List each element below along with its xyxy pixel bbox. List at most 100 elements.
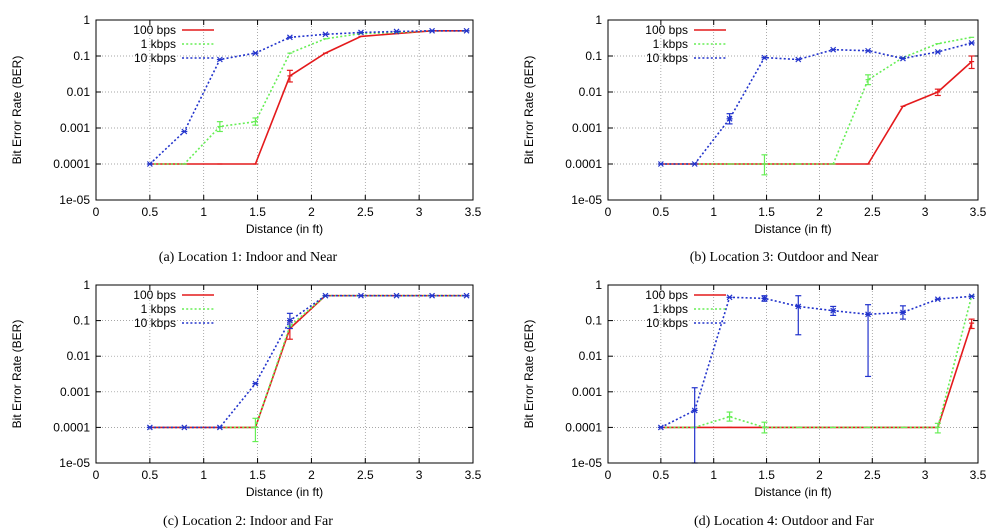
legend-label: 1 kbps: [653, 37, 688, 51]
data-point: [322, 292, 329, 299]
x-tick-label: 0: [605, 205, 612, 219]
y-tick-label: 0.1: [73, 314, 90, 328]
x-tick-label: 3: [922, 205, 929, 219]
x-axis-label: Distance (in ft): [754, 485, 831, 499]
x-tick-label: 2.5: [357, 205, 374, 219]
legend-label: 1 kbps: [141, 37, 176, 51]
x-tick-label: 1.5: [758, 205, 775, 219]
data-point: [830, 46, 837, 53]
error-bar: [691, 387, 698, 464]
x-tick-label: 3.5: [970, 468, 987, 482]
error-bar: [216, 121, 223, 133]
x-tick-label: 0.5: [142, 205, 159, 219]
data-point: [252, 380, 259, 387]
legend-label: 100 bps: [133, 23, 176, 37]
plot-frame: [95, 19, 474, 201]
x-tick-label: 3.5: [970, 205, 987, 219]
y-tick-label: 0.0001: [565, 157, 602, 171]
data-point: [934, 48, 941, 55]
data-point: [429, 292, 436, 299]
y-tick-label: 0.001: [60, 121, 90, 135]
x-axis-label: Distance (in ft): [246, 222, 323, 236]
legend-label: 100 bps: [645, 288, 688, 302]
error-bar: [934, 422, 941, 434]
data-point: [393, 292, 400, 299]
y-tick-label: 0.01: [67, 349, 91, 363]
x-tick-label: 2: [816, 205, 823, 219]
series-line-10-kbps: [149, 29, 467, 165]
y-tick-label: 0.001: [60, 385, 90, 399]
panel-caption: (c) Location 2: Indoor and Far: [163, 514, 333, 529]
x-tick-label: 0.5: [653, 468, 670, 482]
x-tick-label: 3: [416, 205, 423, 219]
x-tick-label: 1: [200, 468, 207, 482]
y-tick-label: 1e-05: [571, 456, 602, 470]
x-tick-label: 2: [816, 468, 823, 482]
plot-frame: [607, 19, 979, 201]
chart-panel-4: 0 0.5 1 1.5 2 2.5 3 3.5 1e-05 0.0001 0.001 0.01 0.1 1…: [522, 278, 987, 529]
data-point: [463, 27, 470, 34]
error-bar: [726, 113, 733, 125]
x-tick-label: 0.5: [142, 468, 159, 482]
data-point: [761, 54, 768, 61]
error-bar: [899, 305, 906, 320]
x-axis-label: Distance (in ft): [754, 222, 831, 236]
y-tick-label: 0.0001: [53, 420, 90, 434]
data-point: [968, 293, 975, 300]
legend-label: 1 kbps: [653, 302, 688, 316]
error-bar: [795, 295, 802, 336]
y-axis-label: Bit Error Rate (BER): [10, 320, 24, 429]
data-point: [657, 161, 664, 167]
chart-panel-1: 0 0.5 1 1.5 2 2.5 3 3.5 1e-05 0.0001 0.001 0.01 0.1 1…: [10, 13, 482, 265]
legend-label: 10 kbps: [646, 316, 688, 330]
y-tick-label: 0.0001: [53, 157, 90, 171]
series-line-100-bps: [660, 61, 973, 165]
legend-label: 10 kbps: [134, 51, 176, 65]
data-point: [968, 40, 975, 46]
legend-label: 1 kbps: [141, 302, 176, 316]
plot-frame: [95, 284, 474, 464]
x-tick-label: 1.5: [249, 205, 266, 219]
error-bar: [726, 411, 733, 422]
x-tick-label: 3: [416, 468, 423, 482]
data-point: [393, 28, 400, 35]
x-tick-label: 1: [200, 205, 207, 219]
y-tick-label: 1e-05: [571, 193, 602, 207]
y-tick-label: 1: [83, 278, 90, 292]
error-bar: [968, 318, 975, 330]
y-axis-label: Bit Error Rate (BER): [522, 320, 536, 429]
x-tick-label: 2.5: [864, 468, 881, 482]
x-axis-label: Distance (in ft): [246, 485, 323, 499]
y-axis-label: Bit Error Rate (BER): [522, 56, 536, 165]
error-bar: [865, 304, 872, 378]
x-tick-label: 2.5: [864, 205, 881, 219]
x-tick-label: 3: [922, 468, 929, 482]
x-tick-label: 2: [308, 205, 315, 219]
series-line-100-bps: [660, 322, 973, 429]
data-point: [357, 29, 364, 36]
series-line-10-kbps: [660, 42, 972, 165]
x-tick-label: 0.5: [653, 205, 670, 219]
y-tick-label: 1: [595, 278, 602, 292]
series-line-1-kbps: [660, 36, 972, 165]
error-bar: [286, 312, 293, 330]
data-point: [181, 128, 188, 135]
y-axis-label: Bit Error Rate (BER): [10, 56, 24, 165]
panel-caption: (d) Location 4: Outdoor and Far: [694, 514, 874, 529]
x-tick-label: 2: [308, 468, 315, 482]
data-point: [429, 27, 436, 34]
x-tick-label: 1.5: [758, 468, 775, 482]
legend-label: 10 kbps: [134, 316, 176, 330]
error-bar: [968, 55, 975, 70]
data-point: [216, 424, 223, 431]
error-bar: [934, 88, 941, 97]
x-tick-label: 1: [710, 468, 717, 482]
data-point: [181, 424, 188, 431]
legend-label: 100 bps: [133, 288, 176, 302]
data-point: [146, 161, 153, 167]
data-point: [252, 50, 259, 57]
x-tick-label: 0: [93, 205, 100, 219]
error-bar: [761, 154, 768, 176]
